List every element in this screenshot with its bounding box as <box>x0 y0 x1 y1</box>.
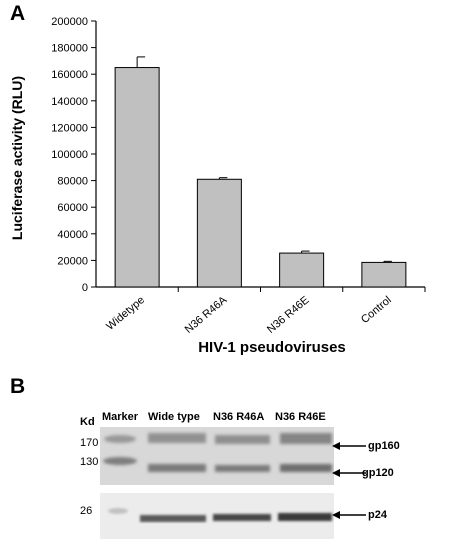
x-axis: Widetype N36 R46A N36 R46E Control <box>96 286 426 336</box>
y-tick-label: 60000 <box>57 202 88 214</box>
marker-26: 26 <box>80 505 93 517</box>
y-tick-label: 100000 <box>51 149 88 161</box>
bar-chart: 0 20000 40000 60000 80000 100000 120000 140000 1… <box>9 16 426 356</box>
panel-b-label: B <box>10 375 26 398</box>
lane-label-n36-r46e: N36 R46E <box>275 411 326 423</box>
bar <box>196 178 242 288</box>
band-label-gp120: gp120 <box>362 467 394 479</box>
y-tick-label: 180000 <box>51 43 88 55</box>
y-axis: 0 20000 40000 60000 80000 100000 120000 140000 1… <box>51 16 97 294</box>
error-bars <box>136 56 392 263</box>
x-tick-label: Control <box>359 294 394 326</box>
y-tick-label: 200000 <box>51 16 88 28</box>
bar <box>114 67 160 288</box>
y-tick-label: 40000 <box>57 229 88 241</box>
error-bar <box>301 250 310 254</box>
marker-130: 130 <box>80 456 99 468</box>
y-ticks: 0 20000 40000 60000 80000 100000 120000 140000 1… <box>51 16 96 294</box>
y-tick-label: 120000 <box>51 122 88 134</box>
band-arrows <box>332 442 366 519</box>
y-tick-label: 160000 <box>51 69 88 81</box>
band-label-gp160: gp160 <box>368 440 400 452</box>
x-tick-label: N36 R46E <box>265 294 312 336</box>
lane-label-n36-r46a: N36 R46A <box>213 411 265 423</box>
kd-label: Kd <box>80 416 95 428</box>
lane-label-wide-type: Wide type <box>148 411 200 423</box>
marker-170: 170 <box>80 437 99 449</box>
bars <box>114 67 407 288</box>
lane-label-marker: Marker <box>102 411 139 423</box>
x-ticks: Widetype N36 R46A N36 R46E Control <box>104 287 426 336</box>
x-tick-label: N36 R46A <box>183 294 230 336</box>
blot-upper-strip <box>100 427 334 485</box>
blot-lower-strip <box>100 493 334 539</box>
arrow-gp160-icon <box>332 442 366 450</box>
error-bar <box>136 56 146 68</box>
error-bar <box>218 177 228 180</box>
y-tick-label: 0 <box>82 282 88 294</box>
y-tick-label: 140000 <box>51 96 88 108</box>
y-tick-label: 20000 <box>57 255 88 267</box>
x-tick-label: Widetype <box>104 294 147 333</box>
y-tick-label: 80000 <box>57 176 88 188</box>
panel-a-label: A <box>10 2 26 25</box>
arrow-p24-icon <box>332 511 366 519</box>
y-axis-title: Luciferase activity (RLU) <box>9 76 25 240</box>
band-label-p24: p24 <box>368 509 387 521</box>
arrow-gp120-icon <box>332 469 366 477</box>
bar <box>279 252 325 288</box>
x-axis-title: HIV-1 pseudoviruses <box>198 339 346 356</box>
bar <box>361 261 407 288</box>
error-bar <box>383 260 392 263</box>
